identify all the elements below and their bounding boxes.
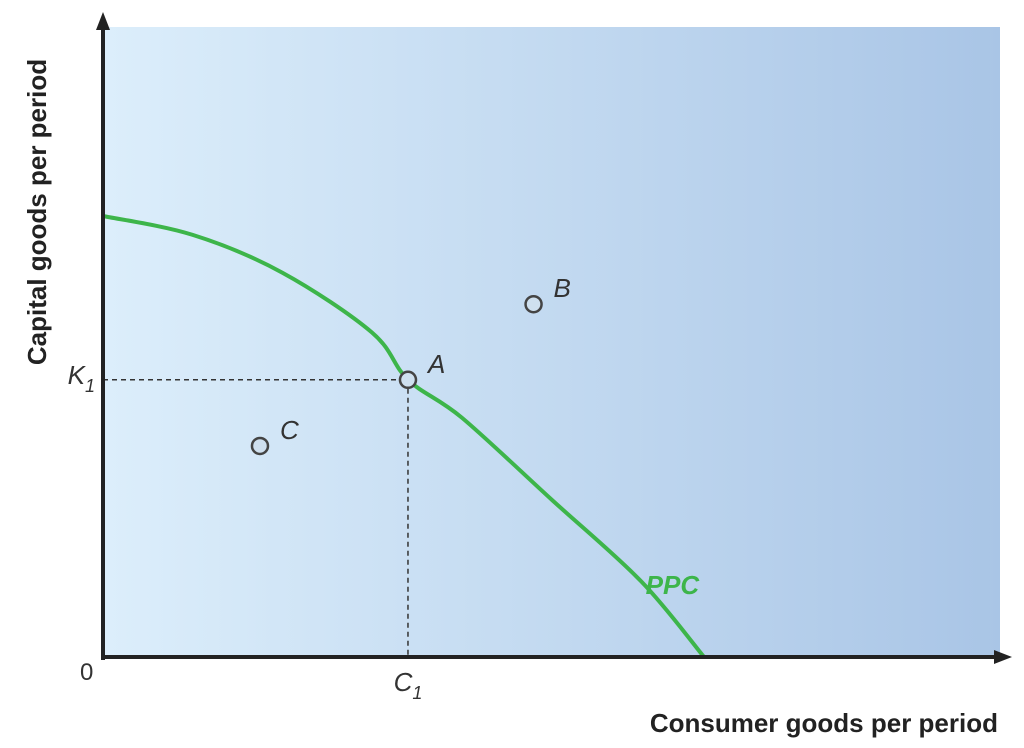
y-tick-main: K [68, 360, 87, 390]
plot-area-background [103, 27, 1000, 657]
x-tick-main: C [394, 667, 413, 697]
origin-label: 0 [80, 659, 93, 686]
ppc-curve-label: PPC [646, 570, 701, 600]
y-tick-subscript: 1 [85, 376, 95, 396]
x-axis-arrow-icon [994, 650, 1012, 664]
point-c-label: C [280, 415, 299, 445]
x-axis-title: Consumer goods per period [650, 708, 998, 738]
points-layer: A B C [250, 273, 571, 456]
x-tick-label: C1 [394, 667, 423, 703]
y-tick-label: K1 [68, 360, 95, 396]
reference-lines [103, 379, 409, 657]
point-b-label: B [554, 273, 571, 303]
point-a [398, 370, 418, 390]
x-tick-subscript: 1 [412, 683, 422, 703]
point-b [524, 294, 543, 314]
point-a-label: A [426, 349, 445, 379]
y-axis-arrow-icon [96, 12, 110, 30]
point-c [250, 436, 270, 456]
y-axis-title: Capital goods per period [22, 59, 52, 365]
axes [96, 12, 1012, 664]
